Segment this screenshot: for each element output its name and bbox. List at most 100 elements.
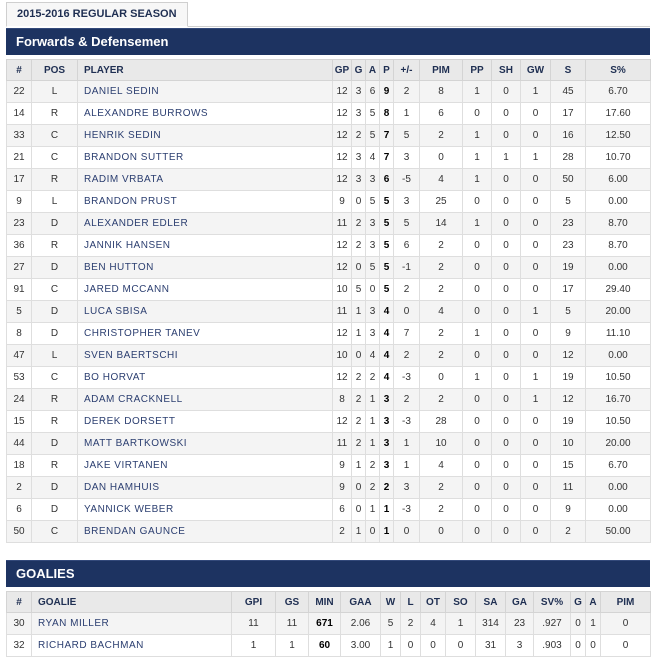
skaters-cell-player[interactable]: DANIEL SEDIN [77, 80, 333, 103]
goalies-col-gaa[interactable]: GAA [340, 591, 381, 613]
skaters-cell-player[interactable]: ALEXANDRE BURROWS [77, 102, 333, 125]
goalies-header-row: # GOALIE GPI GS MIN GAA W L OT SO SA GA SV% G A PIM [6, 591, 651, 613]
skaters-col-s[interactable]: S [550, 59, 586, 81]
skaters-cell-player[interactable]: LUCA SBISA [77, 300, 333, 323]
skaters-cell-plus-minus: 6 [393, 234, 420, 257]
goalies-col-number[interactable]: # [6, 591, 32, 613]
goalies-col-sa[interactable]: SA [475, 591, 506, 613]
skaters-cell-spct: 6.70 [585, 80, 651, 103]
skaters-cell-player[interactable]: BRANDON SUTTER [77, 146, 333, 169]
skaters-cell-plus-minus: 2 [393, 388, 420, 411]
goalies-col-ot[interactable]: OT [420, 591, 446, 613]
skaters-cell-player[interactable]: ADAM CRACKNELL [77, 388, 333, 411]
goalies-cell-goalie[interactable]: RICHARD BACHMAN [31, 634, 232, 657]
skaters-cell-s: 2 [550, 520, 586, 543]
skaters-cell-player[interactable]: MATT BARTKOWSKI [77, 432, 333, 455]
goalies-col-gs[interactable]: GS [275, 591, 309, 613]
goalies-col-l[interactable]: L [400, 591, 421, 613]
skaters-cell-g: 2 [351, 410, 366, 433]
skaters-cell-player[interactable]: JARED MCCANN [77, 278, 333, 301]
skaters-cell-player[interactable]: SVEN BAERTSCHI [77, 344, 333, 367]
skaters-cell-gw: 0 [520, 278, 551, 301]
skaters-cell-number: 15 [6, 410, 32, 433]
skaters-cell-pim: 0 [419, 520, 463, 543]
skaters-col-p[interactable]: P [379, 59, 394, 81]
skaters-table-row: 23 D ALEXANDER EDLER 11 2 3 5 5 14 1 0 0 23 8.70 [6, 212, 651, 235]
skaters-cell-pim: 0 [419, 146, 463, 169]
skaters-cell-p: 1 [379, 498, 394, 521]
skaters-cell-player[interactable]: RADIM VRBATA [77, 168, 333, 191]
goalies-cell-goalie[interactable]: RYAN MILLER [31, 612, 232, 635]
skaters-col-pos[interactable]: POS [31, 59, 78, 81]
skaters-cell-number: 53 [6, 366, 32, 389]
skaters-table-row: 15 R DEREK DORSETT 12 2 1 3 -3 28 0 0 0 19 10.50 [6, 410, 651, 433]
skaters-cell-gw: 0 [520, 102, 551, 125]
skaters-cell-player[interactable]: HENRIK SEDIN [77, 124, 333, 147]
skaters-cell-pp: 0 [462, 344, 492, 367]
skaters-cell-pim: 8 [419, 80, 463, 103]
skaters-cell-pp: 1 [462, 322, 492, 345]
skaters-table-row: 24 R ADAM CRACKNELL 8 2 1 3 2 2 0 0 1 12 16.70 [6, 388, 651, 411]
skaters-cell-player[interactable]: JANNIK HANSEN [77, 234, 333, 257]
skaters-cell-spct: 50.00 [585, 520, 651, 543]
skaters-cell-p: 5 [379, 234, 394, 257]
skaters-cell-player[interactable]: ALEXANDER EDLER [77, 212, 333, 235]
skaters-cell-gw: 0 [520, 498, 551, 521]
goalies-col-a[interactable]: A [585, 591, 601, 613]
goalies-col-pim[interactable]: PIM [600, 591, 651, 613]
skaters-cell-pp: 0 [462, 234, 492, 257]
skaters-table-row: 44 D MATT BARTKOWSKI 11 2 1 3 1 10 0 0 0 10 20.00 [6, 432, 651, 455]
skaters-cell-pp: 0 [462, 102, 492, 125]
skaters-cell-player[interactable]: BRENDAN GAUNCE [77, 520, 333, 543]
skaters-col-number[interactable]: # [6, 59, 32, 81]
skaters-cell-pp: 1 [462, 124, 492, 147]
skaters-col-pp[interactable]: PP [462, 59, 492, 81]
skaters-cell-gp: 11 [332, 432, 352, 455]
goalies-col-w[interactable]: W [380, 591, 401, 613]
skaters-cell-player[interactable]: BRANDON PRUST [77, 190, 333, 213]
skaters-cell-player[interactable]: YANNICK WEBER [77, 498, 333, 521]
skaters-cell-pp: 0 [462, 278, 492, 301]
skaters-cell-player[interactable]: DEREK DORSETT [77, 410, 333, 433]
goalies-col-g[interactable]: G [570, 591, 586, 613]
skaters-col-spct[interactable]: S% [585, 59, 651, 81]
skaters-cell-player[interactable]: DAN HAMHUIS [77, 476, 333, 499]
skaters-cell-player[interactable]: BO HORVAT [77, 366, 333, 389]
skaters-cell-pim: 2 [419, 256, 463, 279]
skaters-col-pim[interactable]: PIM [419, 59, 463, 81]
goalies-col-gpi[interactable]: GPI [231, 591, 276, 613]
skaters-cell-p: 8 [379, 102, 394, 125]
goalies-table-row: 32 RICHARD BACHMAN 1 1 60 3.00 1 0 0 0 31 3.903 0 0 0 [6, 634, 651, 657]
skaters-cell-gp: 11 [332, 212, 352, 235]
skaters-cell-spct: 0.00 [585, 256, 651, 279]
goalies-col-ga[interactable]: GA [505, 591, 534, 613]
tab-regular-season[interactable]: 2015-2016 REGULAR SEASON [6, 2, 188, 27]
skaters-cell-spct: 8.70 [585, 234, 651, 257]
skaters-cell-sh: 0 [491, 498, 521, 521]
goalies-col-goalie[interactable]: GOALIE [31, 591, 232, 613]
goalies-col-svpct[interactable]: SV% [533, 591, 571, 613]
skaters-cell-a: 0 [365, 278, 380, 301]
skaters-cell-plus-minus: 1 [393, 102, 420, 125]
skaters-cell-s: 19 [550, 410, 586, 433]
skaters-col-g[interactable]: G [351, 59, 366, 81]
skaters-col-sh[interactable]: SH [491, 59, 521, 81]
goalies-col-min[interactable]: MIN [308, 591, 341, 613]
skaters-col-player[interactable]: PLAYER [77, 59, 333, 81]
skaters-cell-spct: 6.00 [585, 168, 651, 191]
skaters-cell-player[interactable]: JAKE VIRTANEN [77, 454, 333, 477]
skaters-cell-pos: R [31, 454, 78, 477]
skaters-cell-gp: 9 [332, 190, 352, 213]
skaters-cell-player[interactable]: BEN HUTTON [77, 256, 333, 279]
skaters-cell-spct: 10.50 [585, 410, 651, 433]
skaters-col-gp[interactable]: GP [332, 59, 352, 81]
goalies-cell-gaa: 3.00 [340, 634, 381, 657]
skaters-cell-pos: R [31, 234, 78, 257]
goalies-col-so[interactable]: SO [445, 591, 476, 613]
goalies-cell-w: 1 [380, 634, 401, 657]
skaters-col-gw[interactable]: GW [520, 59, 551, 81]
skaters-col-plus-minus[interactable]: +/- [393, 59, 420, 81]
skaters-cell-gw: 0 [520, 256, 551, 279]
skaters-col-a[interactable]: A [365, 59, 380, 81]
skaters-cell-player[interactable]: CHRISTOPHER TANEV [77, 322, 333, 345]
